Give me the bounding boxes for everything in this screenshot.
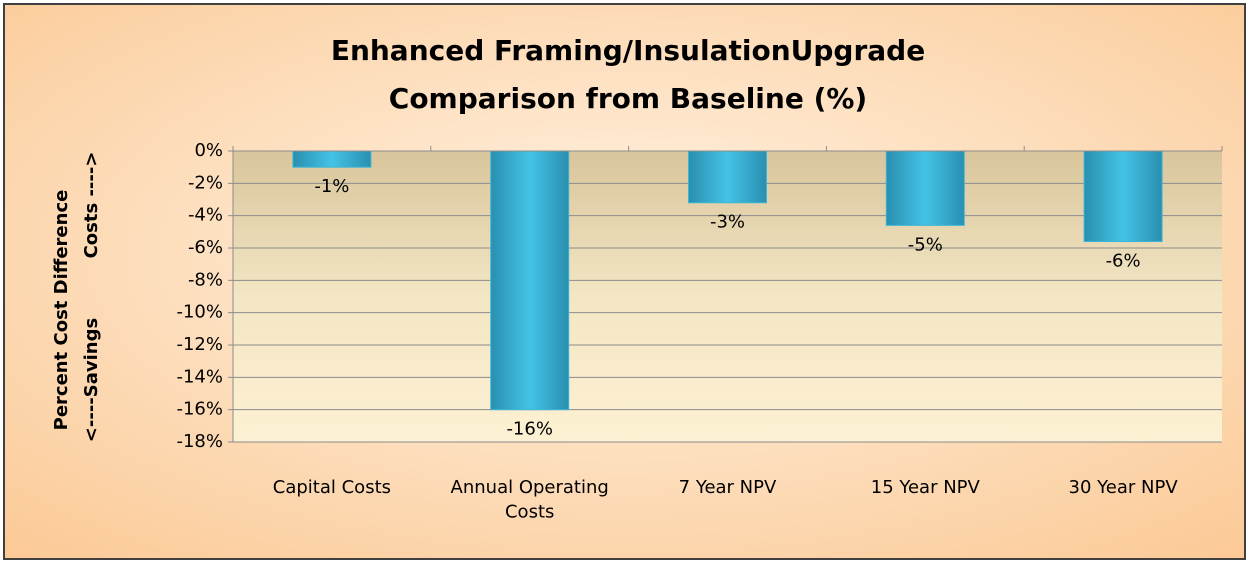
x-tick-label: 15 Year NPV <box>871 477 981 498</box>
data-label: -1% <box>314 176 349 197</box>
y-tick-label: -10% <box>176 302 223 323</box>
chart-title: Enhanced Framing/InsulationUpgrade <box>331 34 925 67</box>
bar <box>292 150 372 168</box>
x-tick-label: 30 Year NPV <box>1069 477 1179 498</box>
data-label: -16% <box>506 419 553 440</box>
y-tick-label: -8% <box>188 269 223 290</box>
y-tick-label: -14% <box>176 366 223 387</box>
y-axis-label: Costs ----> <box>81 152 102 259</box>
bar <box>490 150 570 411</box>
x-tick-label: Capital Costs <box>273 477 391 498</box>
data-label: -6% <box>1106 251 1141 272</box>
y-tick-label: 0% <box>194 140 223 161</box>
y-tick-label: -18% <box>176 431 223 452</box>
bar <box>688 150 767 204</box>
y-tick-label: -16% <box>176 399 223 420</box>
y-axis-label: Percent Cost Difference <box>51 190 72 431</box>
data-label: -5% <box>908 234 943 255</box>
x-tick-label: Annual Operating Costs <box>451 477 609 522</box>
y-tick-label: -4% <box>188 205 223 226</box>
y-tick-label: -2% <box>188 172 223 193</box>
bar <box>885 150 965 226</box>
y-axis-label: <----Savings <box>81 318 102 442</box>
y-tick-label: -6% <box>188 237 223 258</box>
bar <box>1083 150 1163 243</box>
y-tick-label: -12% <box>176 334 223 355</box>
chart-title: Comparison from Baseline (%) <box>389 82 867 115</box>
data-label: -3% <box>710 212 745 233</box>
x-tick-label: 7 Year NPV <box>679 477 777 498</box>
